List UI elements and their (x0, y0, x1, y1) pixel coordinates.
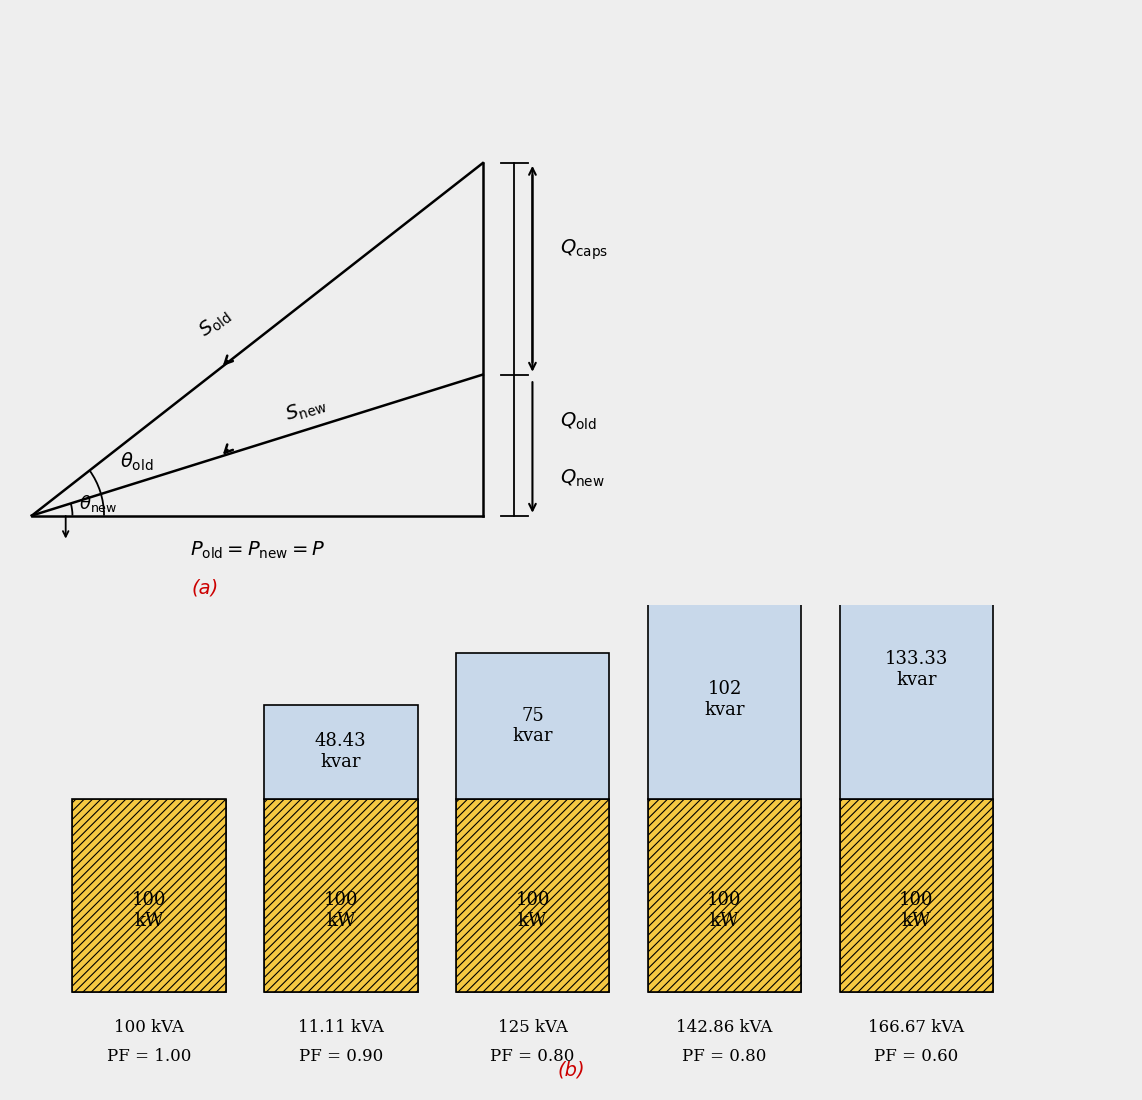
Text: 100
kW: 100 kW (515, 891, 550, 931)
Bar (839, 799, 994, 992)
Bar (456, 653, 610, 799)
Text: 125 kVA: 125 kVA (498, 1019, 568, 1036)
Text: $\theta_\mathregular{old}$: $\theta_\mathregular{old}$ (120, 450, 153, 473)
Text: 48.43
kvar: 48.43 kvar (315, 733, 367, 771)
Bar (839, 540, 994, 799)
Text: 100 kVA: 100 kVA (114, 1019, 184, 1036)
Text: (a): (a) (192, 579, 219, 598)
Text: $S_\mathregular{new}$: $S_\mathregular{new}$ (283, 394, 329, 426)
Text: $S_\mathregular{old}$: $S_\mathregular{old}$ (195, 305, 235, 342)
Text: 100
kW: 100 kW (131, 891, 167, 931)
Text: 100
kW: 100 kW (899, 891, 934, 931)
Text: PF = 0.80: PF = 0.80 (682, 1048, 766, 1065)
Bar (648, 799, 802, 992)
Text: PF = 0.80: PF = 0.80 (490, 1048, 574, 1065)
Text: 11.11 kVA: 11.11 kVA (298, 1019, 384, 1036)
Text: $P_\mathregular{old} = P_\mathregular{new} = P$: $P_\mathregular{old} = P_\mathregular{ne… (190, 540, 325, 561)
Bar (456, 799, 610, 992)
Bar (72, 799, 226, 992)
Bar (648, 601, 802, 799)
Text: 133.33
kvar: 133.33 kvar (885, 650, 948, 689)
Bar (456, 799, 610, 992)
Text: 166.67 kVA: 166.67 kVA (868, 1019, 964, 1036)
Text: $Q_\mathregular{old}$: $Q_\mathregular{old}$ (560, 411, 596, 432)
Bar (264, 799, 418, 992)
Text: 75
kvar: 75 kvar (513, 706, 553, 746)
Text: PF = 0.60: PF = 0.60 (875, 1048, 958, 1065)
Bar (648, 799, 802, 992)
Text: 142.86 kVA: 142.86 kVA (676, 1019, 773, 1036)
Bar (839, 799, 994, 992)
Text: PF = 1.00: PF = 1.00 (106, 1048, 191, 1065)
Text: PF = 0.90: PF = 0.90 (299, 1048, 383, 1065)
Text: 100
kW: 100 kW (323, 891, 359, 931)
Text: $\theta_\mathregular{new}$: $\theta_\mathregular{new}$ (79, 493, 118, 515)
Bar (72, 799, 226, 992)
Bar (264, 705, 418, 799)
Text: $Q_\mathregular{new}$: $Q_\mathregular{new}$ (560, 468, 604, 488)
Text: $Q_\mathregular{caps}$: $Q_\mathregular{caps}$ (560, 238, 608, 262)
Text: 102
kvar: 102 kvar (705, 681, 745, 719)
Bar (264, 799, 418, 992)
Text: 100
kW: 100 kW (707, 891, 742, 931)
Text: (b): (b) (557, 1060, 585, 1079)
